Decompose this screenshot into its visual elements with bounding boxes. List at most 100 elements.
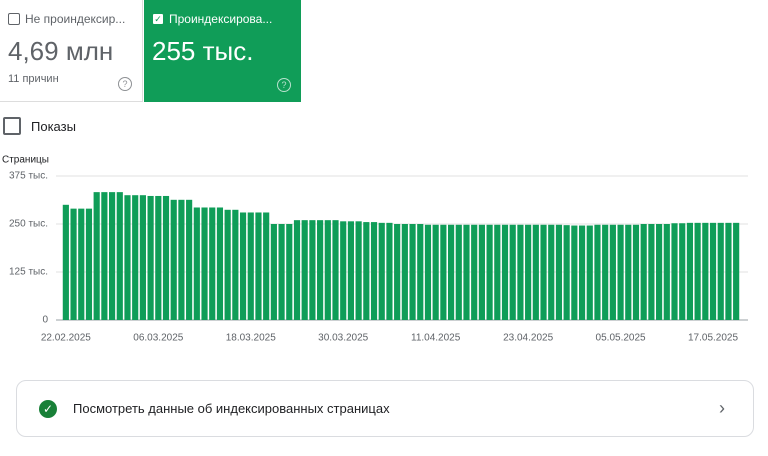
bar xyxy=(132,195,139,320)
bar xyxy=(178,199,185,320)
bar xyxy=(632,224,640,320)
card-value: 4,69 млн xyxy=(8,36,114,66)
bar xyxy=(417,224,424,320)
bar xyxy=(401,224,408,320)
bar xyxy=(424,224,432,320)
bar xyxy=(162,195,170,320)
bar xyxy=(532,224,539,320)
bar xyxy=(702,222,709,320)
card-label: Не проиндексир... xyxy=(25,12,126,26)
bar xyxy=(455,224,462,320)
bar xyxy=(733,222,740,320)
card-label: Проиндексирова... xyxy=(169,12,273,26)
bar xyxy=(116,192,123,320)
bar xyxy=(293,220,301,320)
bar xyxy=(656,224,663,320)
bar xyxy=(563,225,570,320)
bar xyxy=(201,207,208,320)
x-tick-label: 05.05.2025 xyxy=(596,333,646,344)
bar xyxy=(517,224,524,320)
bar xyxy=(648,224,655,320)
checkbox[interactable]: Показы xyxy=(3,117,76,135)
bar xyxy=(525,224,532,320)
y-tick-label: 375 тыс. xyxy=(9,171,48,182)
bar xyxy=(147,195,154,320)
bar xyxy=(609,224,616,320)
bar xyxy=(617,224,624,320)
bar xyxy=(663,224,670,320)
metric-card[interactable]: ✓ Проиндексирова... 255 тыс. ? xyxy=(144,0,301,102)
bar xyxy=(340,221,347,320)
bar xyxy=(432,224,439,320)
bar xyxy=(239,212,247,320)
bar xyxy=(216,207,224,320)
bar xyxy=(671,223,678,320)
bar xyxy=(309,220,316,320)
y-tick-label: 250 тыс. xyxy=(9,219,48,230)
bar xyxy=(286,224,293,320)
bar xyxy=(447,224,455,320)
bar xyxy=(540,224,547,320)
bar xyxy=(717,222,724,320)
x-tick-label: 30.03.2025 xyxy=(318,333,368,344)
bar xyxy=(494,224,501,320)
bar xyxy=(232,209,239,320)
chart: Страницы 0 125 тыс. 250 тыс. 375 тыс. 22.02.… xyxy=(2,155,748,344)
bar xyxy=(478,224,485,320)
bar xyxy=(124,195,131,320)
x-tick-label: 18.03.2025 xyxy=(226,333,276,344)
bar xyxy=(463,224,470,320)
x-tick-label: 22.02.2025 xyxy=(41,333,91,344)
bar xyxy=(709,222,717,320)
bar xyxy=(78,208,85,320)
bar xyxy=(355,221,362,320)
bar xyxy=(578,225,586,320)
metric-card[interactable]: Не проиндексир... 4,69 млн 11 причин ? xyxy=(0,0,143,102)
bar xyxy=(548,224,555,320)
bar xyxy=(170,199,177,320)
bar xyxy=(278,224,285,320)
bar xyxy=(555,224,563,320)
link-text: Посмотреть данные об индексированных стр… xyxy=(73,401,390,416)
bar xyxy=(186,199,193,320)
bar xyxy=(224,209,231,320)
bar xyxy=(301,220,308,320)
bar xyxy=(378,222,385,320)
bar xyxy=(155,195,162,320)
bar xyxy=(193,207,200,320)
bar xyxy=(347,221,355,320)
checkbox-label: Показы xyxy=(31,118,76,134)
bar xyxy=(471,224,478,320)
bar xyxy=(594,224,601,320)
bar xyxy=(586,225,593,320)
bar xyxy=(93,192,100,320)
bar xyxy=(679,223,686,320)
card-value: 255 тыс. xyxy=(152,36,254,66)
bar xyxy=(332,220,339,320)
link-card[interactable]: ✓ Посмотреть данные об индексированных с… xyxy=(16,380,754,437)
bar xyxy=(440,224,447,320)
bar xyxy=(625,224,632,320)
bar xyxy=(686,222,694,320)
bar xyxy=(640,224,647,320)
bar xyxy=(694,222,701,320)
bar xyxy=(571,225,578,320)
bar xyxy=(509,224,516,320)
y-tick-label: 125 тыс. xyxy=(9,267,48,278)
y-tick-label: 0 xyxy=(42,315,48,326)
bar xyxy=(602,224,609,320)
bar xyxy=(409,224,416,320)
bar xyxy=(386,222,393,320)
x-tick-label: 23.04.2025 xyxy=(503,333,553,344)
bar xyxy=(270,224,277,320)
bar xyxy=(370,222,378,320)
bar xyxy=(324,220,331,320)
bar xyxy=(247,212,254,320)
bar xyxy=(108,192,116,320)
bar xyxy=(139,195,146,320)
bar xyxy=(486,224,493,320)
y-axis-title: Страницы xyxy=(2,155,49,166)
x-tick-label: 17.05.2025 xyxy=(688,333,738,344)
bar xyxy=(394,224,401,320)
